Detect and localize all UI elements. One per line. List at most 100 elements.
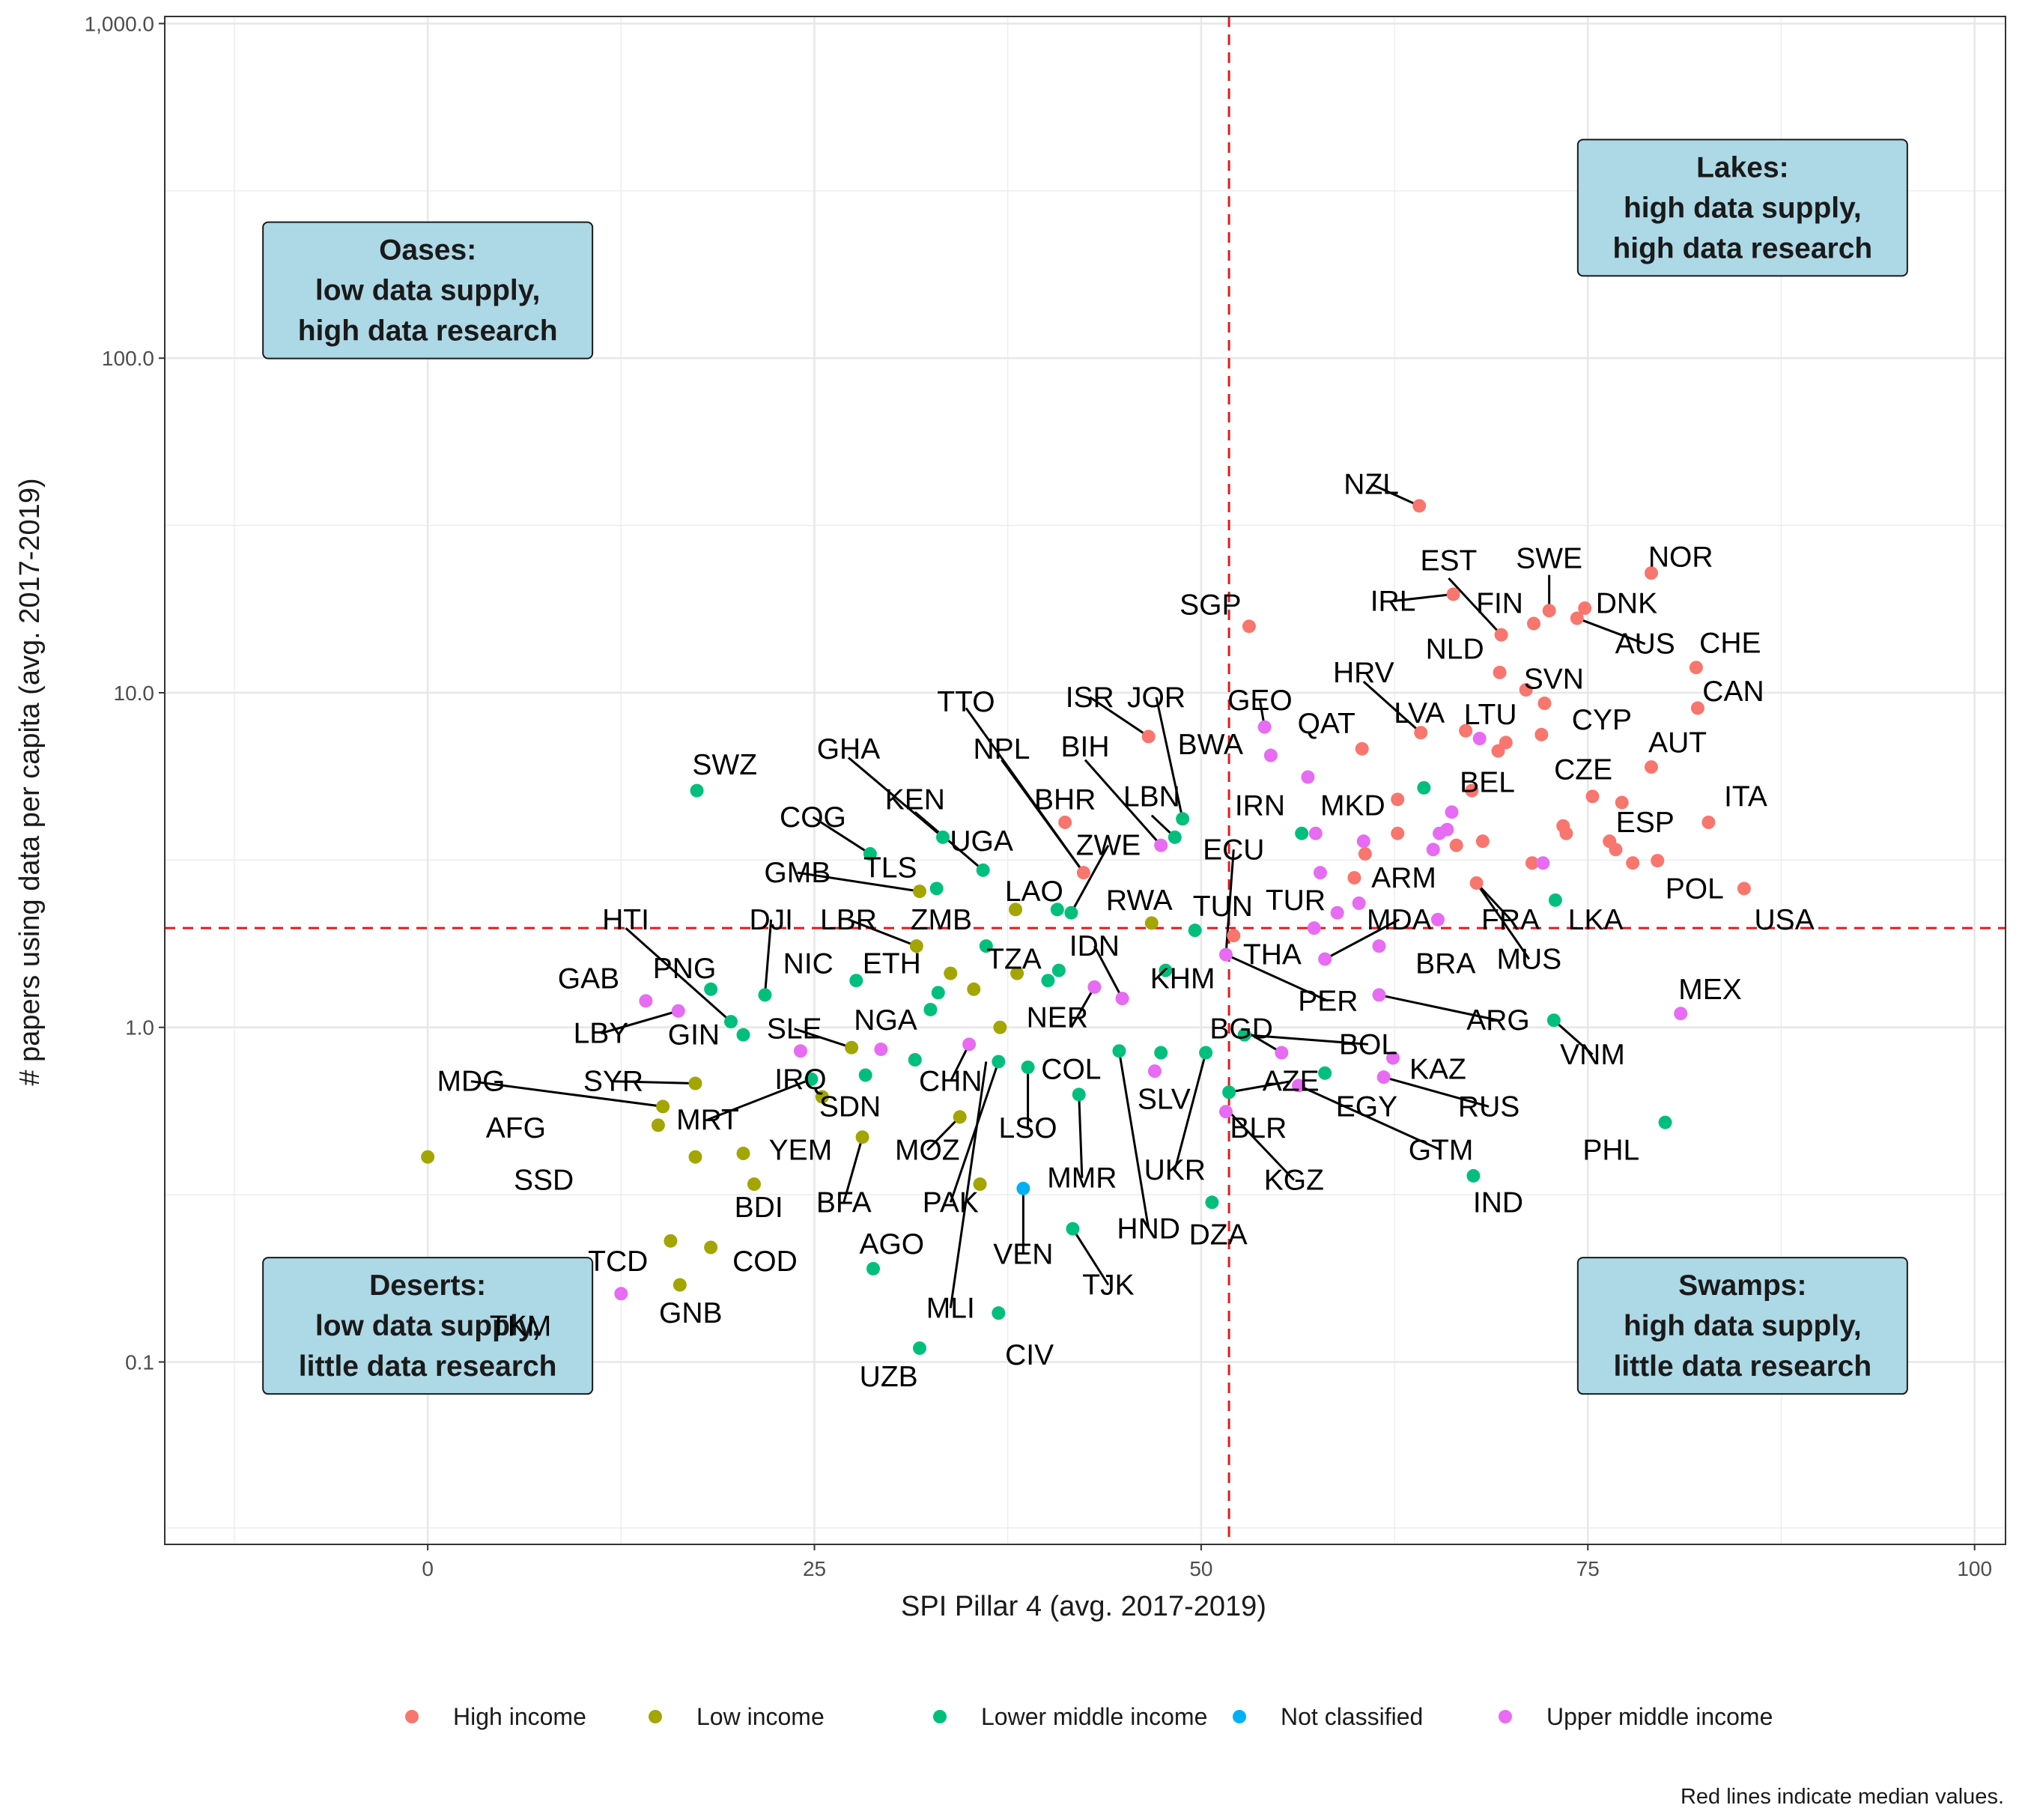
point-label-bol: BOL [1339, 1028, 1397, 1061]
data-point-zwe [1076, 866, 1090, 880]
point-label-bwa: BWA [1178, 729, 1243, 761]
data-point-chl [1525, 856, 1539, 870]
point-label-mus: MUS [1496, 944, 1561, 976]
point-label-bgd: BGD [1209, 1013, 1273, 1046]
point-label-isr: ISR [1066, 682, 1114, 714]
y-tick-label: 0.1 [125, 1350, 154, 1374]
x-axis-title: SPI Pillar 4 (avg. 2017-2019) [901, 1591, 1266, 1622]
point-label-col: COL [1041, 1054, 1101, 1086]
data-point-srb [1472, 732, 1487, 746]
leader-line-hrv [1362, 680, 1422, 734]
data-point-ukr [1199, 1046, 1213, 1060]
leader-line-syr [613, 1080, 696, 1085]
point-label-irq: IRQ [774, 1064, 826, 1096]
data-point-deu [1615, 795, 1629, 810]
data-point-ner [993, 1020, 1007, 1034]
leader-line-gha [848, 756, 944, 839]
point-label-gtm: GTM [1409, 1134, 1474, 1166]
data-point-grc [1609, 843, 1623, 857]
point-label-arg: ARG [1466, 1004, 1530, 1037]
y-tick-label: 1,000.0 [85, 12, 154, 35]
point-label-rwa: RWA [1106, 885, 1173, 917]
data-point-eth [849, 974, 863, 988]
point-label-irn: IRN [1235, 790, 1285, 822]
data-point-mda [1318, 952, 1332, 966]
leader-line-aze [1228, 1080, 1291, 1093]
data-point-geo [1257, 720, 1272, 734]
quadrant-box-frame [262, 221, 594, 360]
data-point-khm [1115, 992, 1129, 1006]
data-point-sgp [1242, 619, 1256, 634]
caption: Red lines indicate median values. [1681, 1785, 2004, 1809]
data-point-irl [1494, 628, 1508, 642]
data-point-dnk [1578, 601, 1592, 615]
leader-line-jor [1155, 697, 1184, 819]
quadrant-boxes: Oases: low data supply, high data research… [262, 139, 1908, 1395]
point-label-usa: USA [1755, 904, 1815, 936]
data-point-tur [1307, 921, 1321, 935]
point-label-blr: BLR [1230, 1112, 1287, 1144]
data-point-rus [1386, 1051, 1400, 1065]
x-tick-label: 0 [422, 1557, 434, 1580]
point-label-arm: ARM [1371, 862, 1436, 894]
x-tick-label: 25 [803, 1557, 826, 1580]
point-labels: NZL NOR EST SWE IRL FIN DNK AUS SGP CHE NLD HRV SVN C… [437, 469, 1814, 1393]
point-label-ukr: UKR [1144, 1154, 1206, 1186]
data-point-irq [962, 1037, 977, 1052]
point-label-bdi: BDI [735, 1192, 783, 1224]
data-point-ven [1016, 1181, 1030, 1195]
data-point-bel [1465, 783, 1479, 798]
legend-label: Upper middle income [1546, 1703, 1773, 1730]
data-point-gab [639, 994, 653, 1008]
point-label-ltu: LTU [1464, 699, 1517, 731]
leader-line-mrt [707, 1078, 812, 1121]
point-label-mex: MEX [1678, 974, 1742, 1006]
leader-line-mli [949, 1061, 988, 1308]
legend-key [649, 1710, 662, 1723]
point-label-slv: SLV [1138, 1084, 1191, 1116]
data-point-lbr [909, 939, 923, 953]
data-point-est [1446, 587, 1460, 601]
data-point-kor [1391, 826, 1405, 840]
leader-line-pak [949, 1061, 1000, 1203]
point-label-bel: BEL [1460, 767, 1515, 799]
leader-line-hnd [1117, 1050, 1150, 1229]
point-label-idn: IDN [1069, 930, 1120, 962]
leader-line-nzl [1370, 483, 1420, 507]
quadrant-box-line: low data supply, [315, 275, 540, 307]
point-label-swz: SWZ [692, 749, 757, 781]
data-point-gbr [1585, 789, 1600, 804]
data-point-mdg [656, 1099, 670, 1114]
data-point-png [704, 982, 718, 996]
data-point-kaz [1372, 988, 1386, 1002]
point-label-nld: NLD [1426, 634, 1484, 666]
data-point-sen [858, 1068, 872, 1082]
leader-line-irl [1392, 592, 1454, 602]
data-point-cod [664, 1234, 678, 1248]
point-label-hrv: HRV [1333, 657, 1394, 689]
leader-line-bih [1084, 759, 1162, 846]
data-point-zaf [1218, 947, 1233, 962]
point-label-rus: RUS [1458, 1091, 1519, 1123]
leader-line-ukr [1174, 1052, 1207, 1171]
data-point-cze [1534, 727, 1549, 741]
legend-item: Upper middle income [1499, 1703, 1773, 1730]
x-tick-label: 75 [1576, 1557, 1600, 1580]
data-point-nor [1644, 566, 1658, 580]
point-label-nic: NIC [783, 948, 834, 980]
legend-key [1233, 1710, 1246, 1723]
point-label-bfa: BFA [816, 1186, 872, 1219]
point-label-chn: CHN [919, 1066, 983, 1098]
data-point-idn [1159, 963, 1173, 977]
point-label-kaz: KAZ [1409, 1054, 1466, 1086]
point-label-gnb: GNB [659, 1297, 723, 1329]
data-point-mli [973, 1177, 987, 1192]
legend-item: Lower middle income [933, 1703, 1207, 1730]
data-point-mus [1445, 805, 1459, 819]
point-label-fra: FRA [1481, 904, 1540, 936]
data-point-hnd [931, 986, 945, 1000]
data-point-sdn [815, 1090, 829, 1104]
data-point-nam [1147, 1064, 1162, 1079]
data-point-fji [1218, 1105, 1233, 1119]
legend-key [933, 1710, 947, 1723]
